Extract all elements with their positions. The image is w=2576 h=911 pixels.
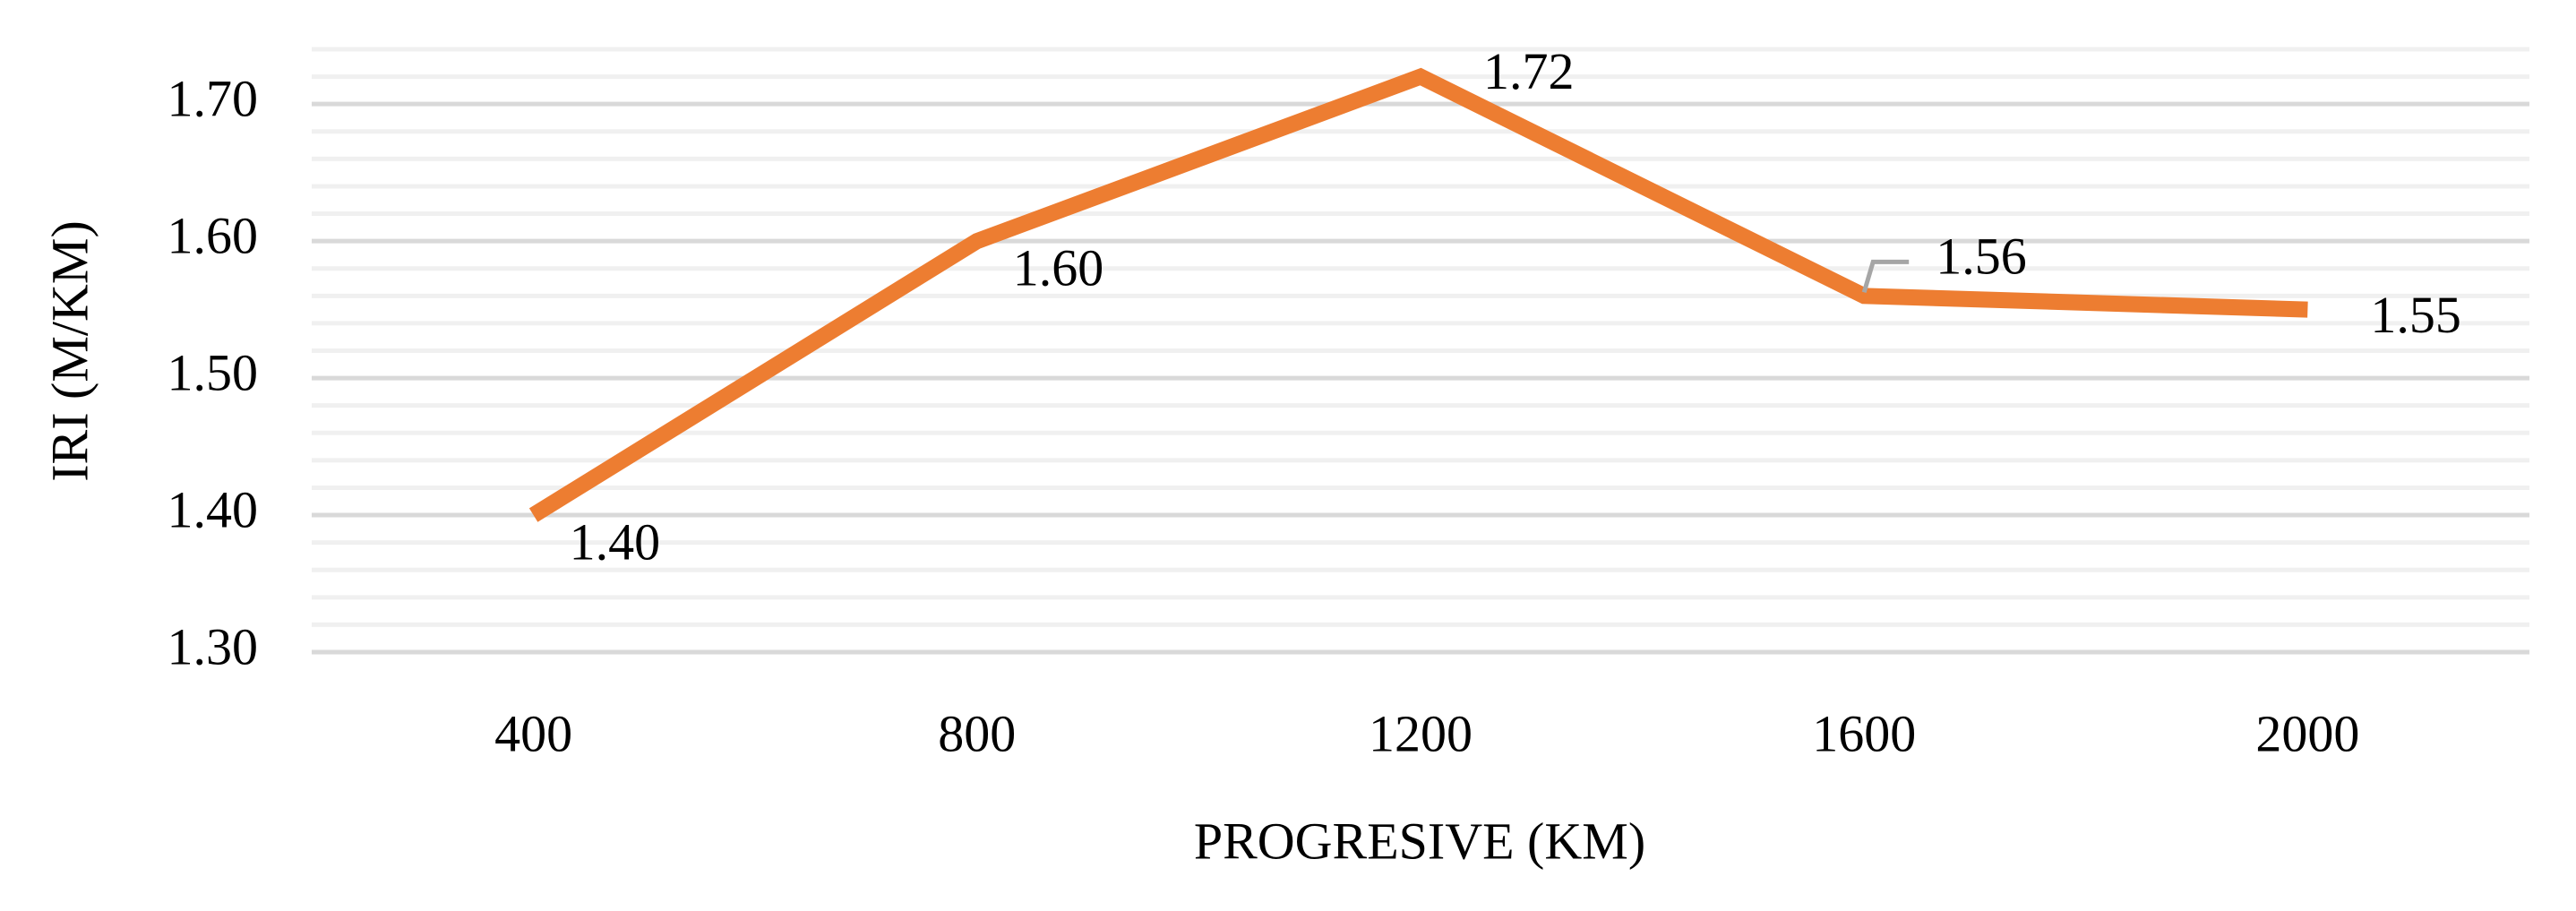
y-tick-label: 1.50 bbox=[167, 343, 259, 401]
y-axis-title: IRI (M/KM) bbox=[40, 220, 99, 482]
y-tick-label: 1.60 bbox=[167, 206, 259, 264]
data-label: 1.72 bbox=[1483, 42, 1575, 100]
x-tick-label: 1600 bbox=[1812, 704, 1916, 762]
x-tick-label: 2000 bbox=[2255, 704, 2359, 762]
data-label: 1.56 bbox=[1936, 228, 2027, 286]
data-label: 1.55 bbox=[2370, 286, 2461, 344]
y-tick-label: 1.40 bbox=[167, 480, 259, 538]
y-tick-label: 1.70 bbox=[167, 69, 259, 127]
x-tick-label: 1200 bbox=[1369, 704, 1473, 762]
x-axis-title: PROGRESIVE (KM) bbox=[1194, 812, 1645, 870]
data-line bbox=[528, 67, 2308, 522]
x-tick-label: 800 bbox=[938, 704, 1016, 762]
x-tick-label: 400 bbox=[494, 704, 572, 762]
leader-line bbox=[1861, 259, 1910, 294]
data-label: 1.40 bbox=[570, 512, 661, 571]
data-label: 1.60 bbox=[1013, 238, 1104, 297]
y-tick-label: 1.30 bbox=[167, 617, 259, 675]
